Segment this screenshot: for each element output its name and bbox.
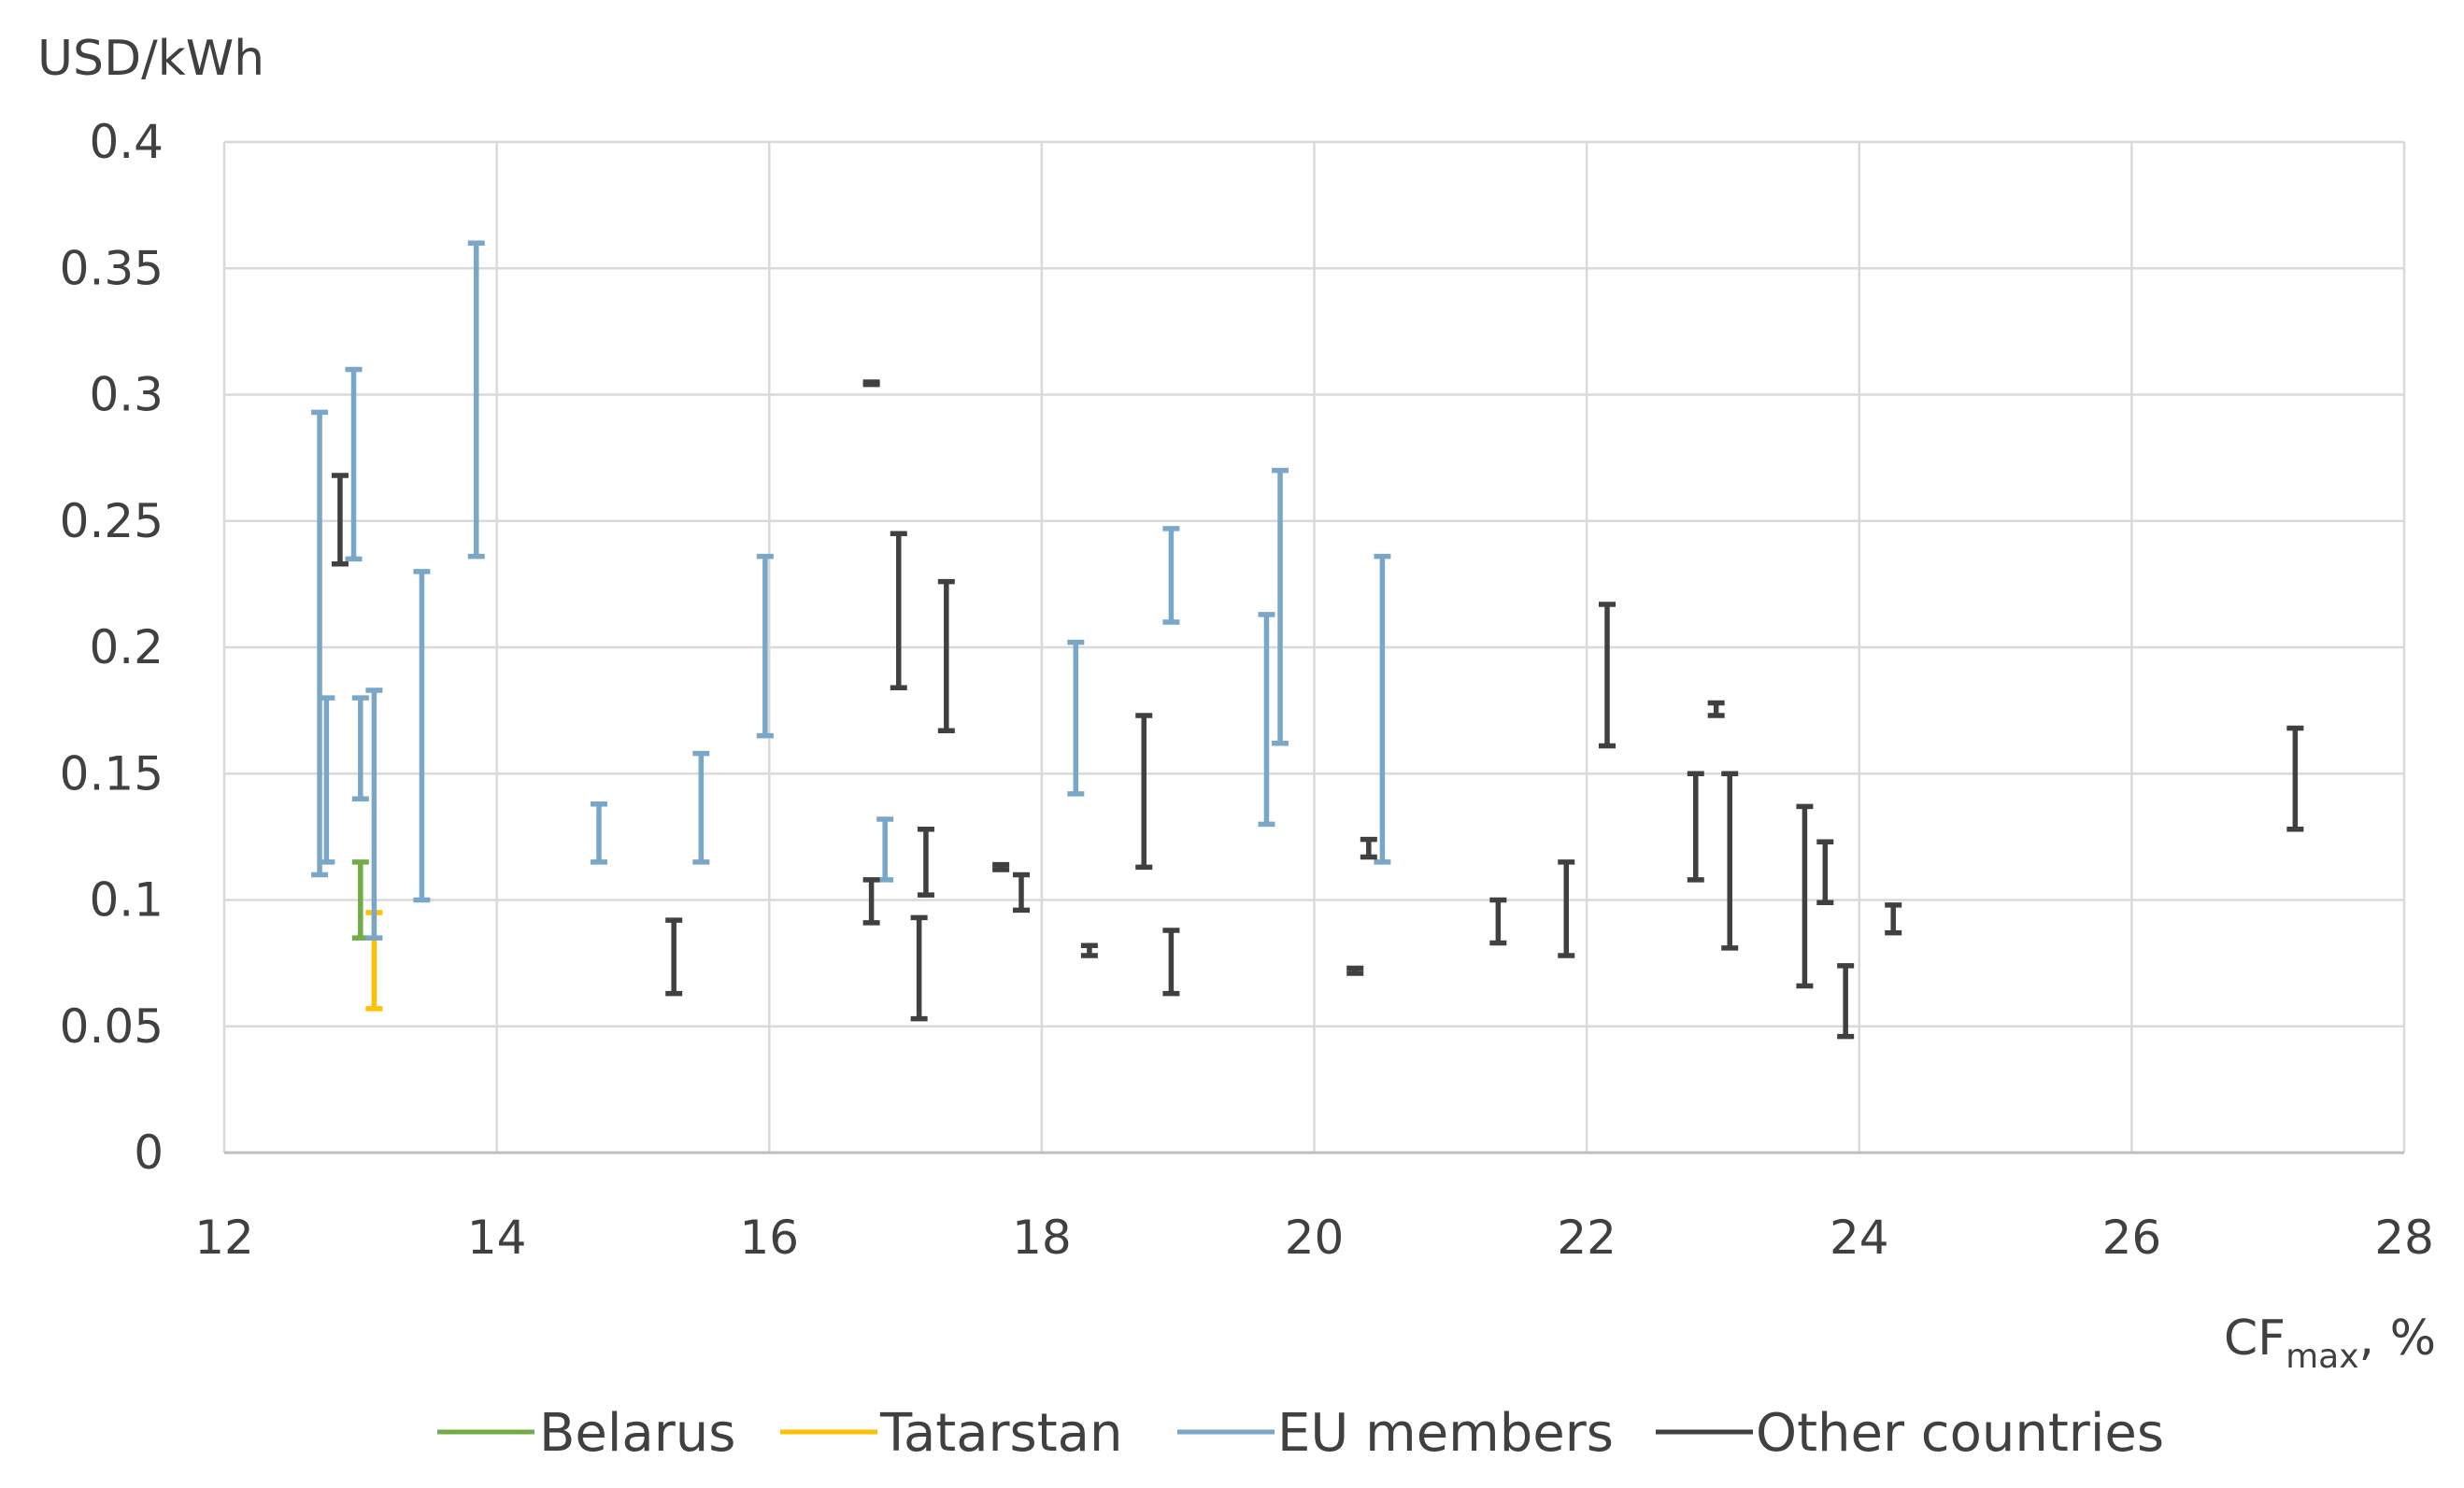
range-bar — [862, 379, 880, 388]
legend: Belarus Tatarstan EU members Other countrie… — [437, 1403, 2164, 1464]
range-bar — [1885, 902, 1902, 936]
range-bar — [1687, 771, 1704, 883]
range-bar — [1558, 859, 1575, 958]
range-bar — [1489, 897, 1507, 946]
y-tick-label: 0.3 — [89, 368, 164, 422]
range-bar — [890, 531, 907, 691]
range-bar — [692, 750, 710, 865]
range-bar — [590, 801, 607, 865]
range-bar — [1360, 836, 1377, 860]
range-bar — [351, 695, 369, 802]
range-bar — [1837, 963, 1855, 1040]
y-tick-label: 0.35 — [60, 241, 164, 295]
legend-label: Tatarstan — [879, 1403, 1123, 1464]
range-bar — [1346, 965, 1364, 976]
range-bar — [311, 409, 329, 878]
x-axis-title-suffix: , % — [2359, 1311, 2436, 1367]
x-tick-label: 24 — [1830, 1211, 1889, 1265]
legend-item: Other countries — [1656, 1403, 2164, 1464]
legend-label: Other countries — [1756, 1403, 2164, 1464]
y-tick-label: 0.2 — [89, 620, 164, 674]
range-bar — [1796, 803, 1814, 989]
x-tick-label: 18 — [1012, 1211, 1072, 1265]
x-tick-label: 28 — [2374, 1211, 2434, 1265]
legend-item: Belarus — [437, 1403, 735, 1464]
y-tick-label: 0.15 — [60, 746, 164, 801]
x-tick-label: 12 — [194, 1211, 254, 1265]
range-bar — [1816, 839, 1834, 905]
range-bar — [318, 695, 335, 865]
x-axis-title: CFmax, % — [2224, 1311, 2436, 1376]
range-bar — [1272, 467, 1289, 746]
range-bar — [1162, 526, 1180, 625]
x-axis-tick-labels: 12 14 16 18 20 22 24 26 28 — [194, 1211, 2434, 1265]
range-bar — [1080, 942, 1098, 958]
range-bar — [917, 827, 934, 898]
legend-label: EU members — [1277, 1403, 1614, 1464]
range-bar — [862, 877, 880, 926]
y-tick-label: 0.1 — [89, 873, 164, 928]
x-axis-title-subscript: max — [2286, 1338, 2358, 1376]
grid-lines — [222, 140, 2406, 1155]
range-bar — [331, 473, 349, 567]
range-bar — [1258, 612, 1275, 828]
range-bar — [937, 578, 955, 734]
range-bar — [1374, 553, 1391, 865]
y-tick-label: 0.05 — [60, 999, 164, 1054]
series-other-countries — [331, 379, 2304, 1040]
x-tick-label: 26 — [2102, 1211, 2162, 1265]
range-bar — [1162, 928, 1180, 997]
x-tick-label: 20 — [1285, 1211, 1345, 1265]
x-tick-label: 14 — [467, 1211, 527, 1265]
range-bar — [665, 917, 683, 997]
range-bar — [1721, 771, 1739, 951]
x-tick-label: 16 — [739, 1211, 799, 1265]
range-bar — [1598, 602, 1616, 749]
legend-item: Tatarstan — [780, 1403, 1123, 1464]
range-bar — [1135, 713, 1153, 871]
range-bar — [345, 366, 363, 562]
range-bar — [992, 861, 1010, 872]
x-axis-title-main: CF — [2224, 1311, 2286, 1367]
range-bar — [1067, 639, 1085, 797]
range-bar — [365, 687, 383, 941]
y-tick-label: 0.25 — [60, 494, 164, 548]
range-bar — [1013, 872, 1031, 914]
legend-label: Belarus — [539, 1403, 735, 1464]
x-tick-label: 22 — [1557, 1211, 1617, 1265]
series-layer — [311, 240, 2304, 1040]
y-axis-tick-labels: 0 0.05 0.1 0.15 0.2 0.25 0.3 0.35 0.4 — [60, 115, 164, 1180]
range-bar — [413, 569, 431, 903]
range-bar — [756, 553, 774, 739]
range-bar — [1707, 700, 1725, 718]
legend-item: EU members — [1177, 1403, 1614, 1464]
y-axis-title: USD/kWh — [37, 31, 264, 87]
y-tick-label: 0 — [134, 1126, 164, 1180]
y-tick-label: 0.4 — [89, 115, 164, 169]
range-bar — [2286, 725, 2304, 832]
range-bar — [467, 240, 485, 560]
range-bar — [910, 914, 928, 1022]
